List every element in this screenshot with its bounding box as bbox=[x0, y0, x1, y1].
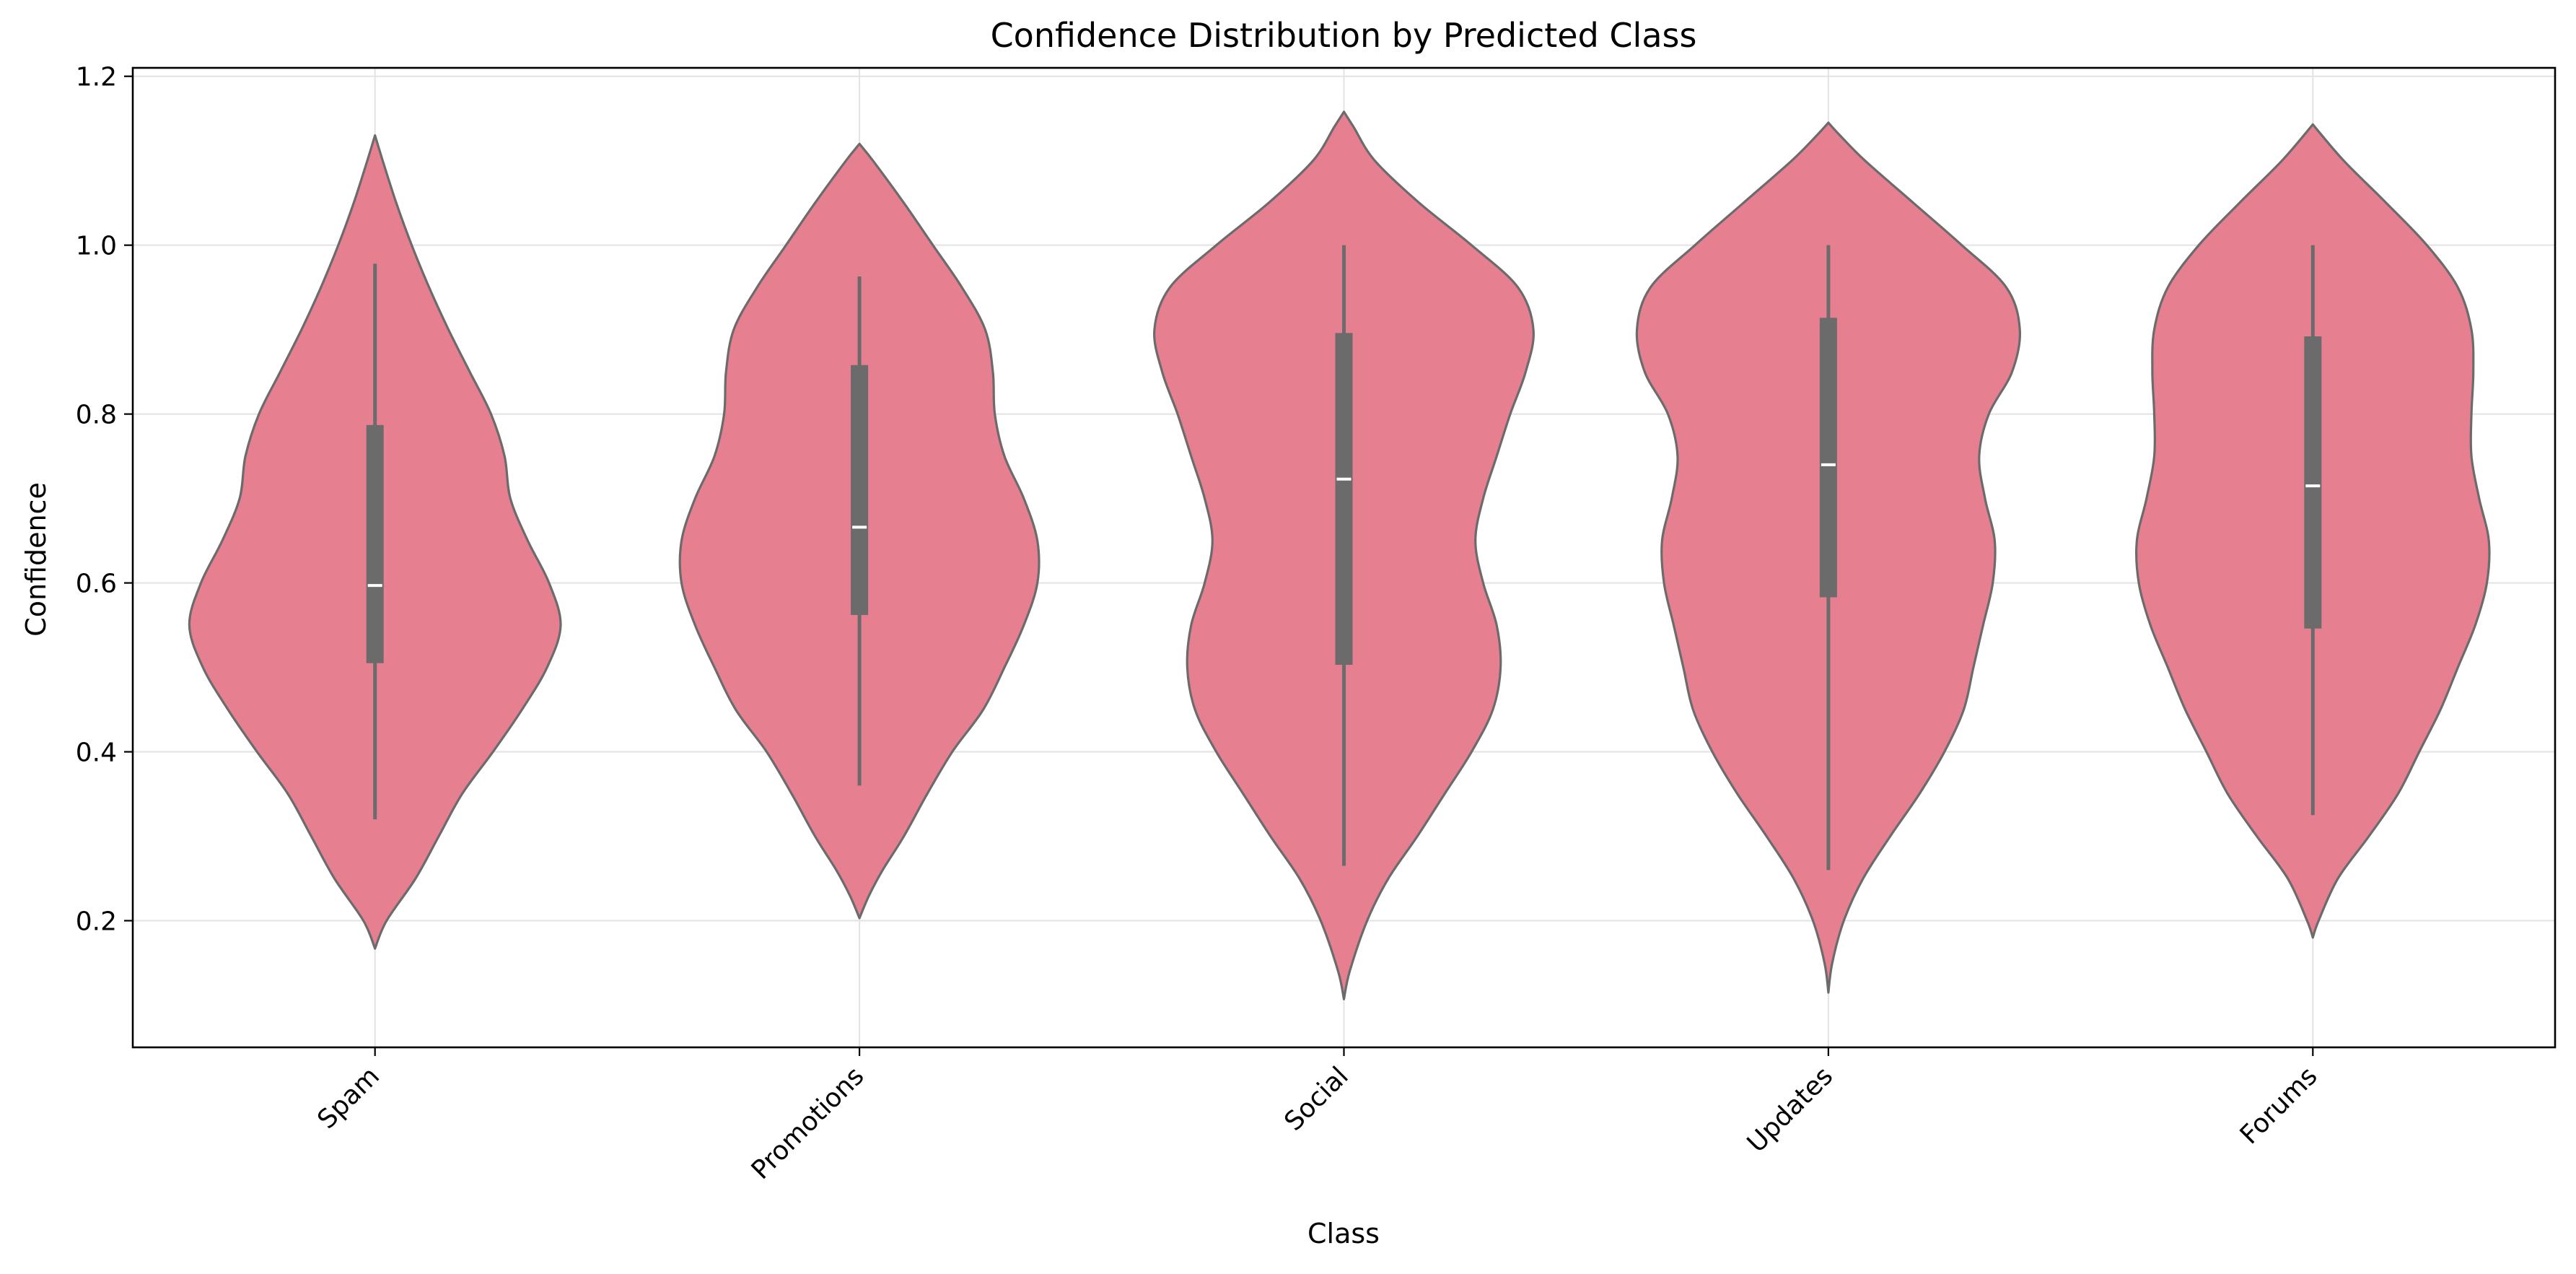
violin-forums bbox=[2135, 123, 2491, 939]
violin-promotions bbox=[678, 142, 1041, 920]
violin-iqr-box bbox=[851, 365, 869, 616]
violin-iqr-box bbox=[2304, 336, 2322, 629]
y-tick-label: 1.2 bbox=[76, 63, 117, 92]
violin-social bbox=[1153, 110, 1535, 1000]
violin-iqr-box bbox=[366, 424, 384, 663]
y-tick-label: 1.0 bbox=[76, 232, 117, 261]
violin-layer bbox=[188, 110, 2491, 1000]
y-tick-label: 0.8 bbox=[76, 401, 117, 430]
chart-title: Confidence Distribution by Predicted Cla… bbox=[991, 16, 1697, 55]
x-axis-label: Class bbox=[1307, 1218, 1380, 1249]
violin-updates bbox=[1635, 121, 2022, 994]
violin-iqr-box bbox=[1335, 333, 1353, 666]
y-tick-label: 0.4 bbox=[76, 738, 117, 768]
y-tick-label: 0.6 bbox=[76, 570, 117, 599]
violin-iqr-box bbox=[1819, 318, 1837, 598]
violin-spam bbox=[188, 134, 562, 950]
y-axis-label: Confidence bbox=[20, 482, 52, 637]
y-tick-label: 0.2 bbox=[76, 907, 117, 937]
